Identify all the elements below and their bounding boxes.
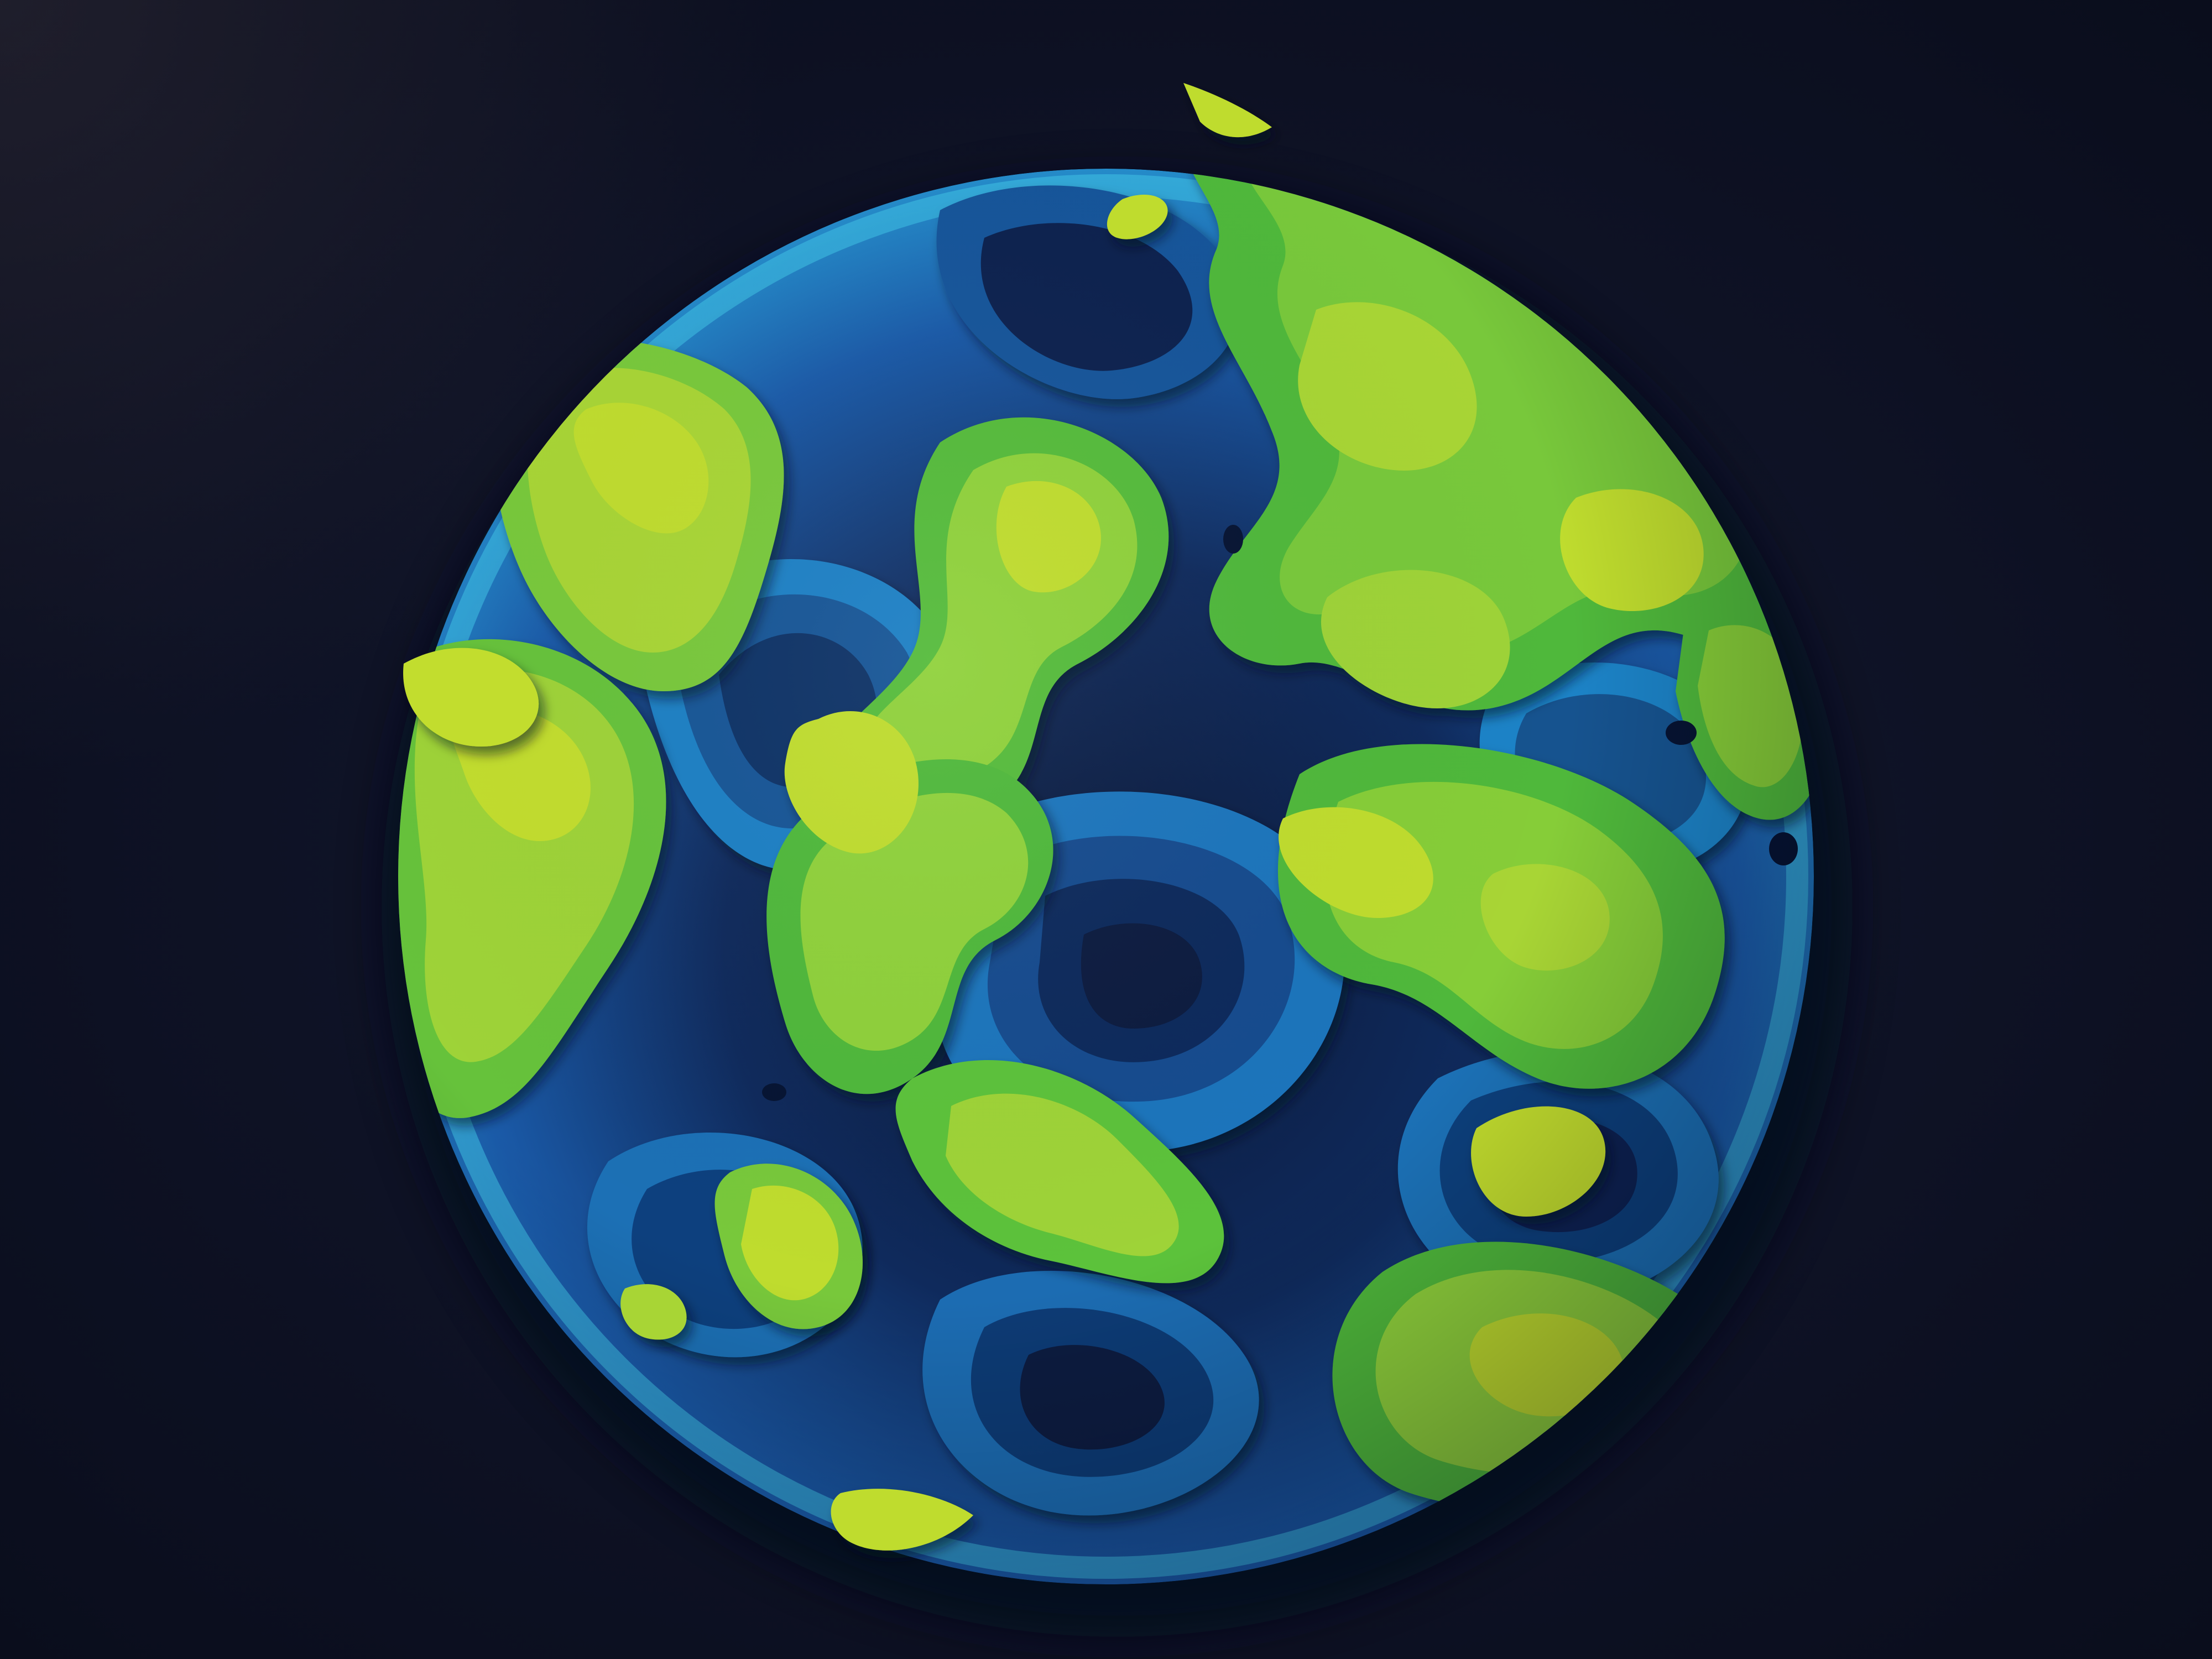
sphere-shading — [398, 169, 1814, 1584]
planet-sphere — [398, 169, 1814, 1584]
floating-fragments — [403, 83, 1272, 1551]
